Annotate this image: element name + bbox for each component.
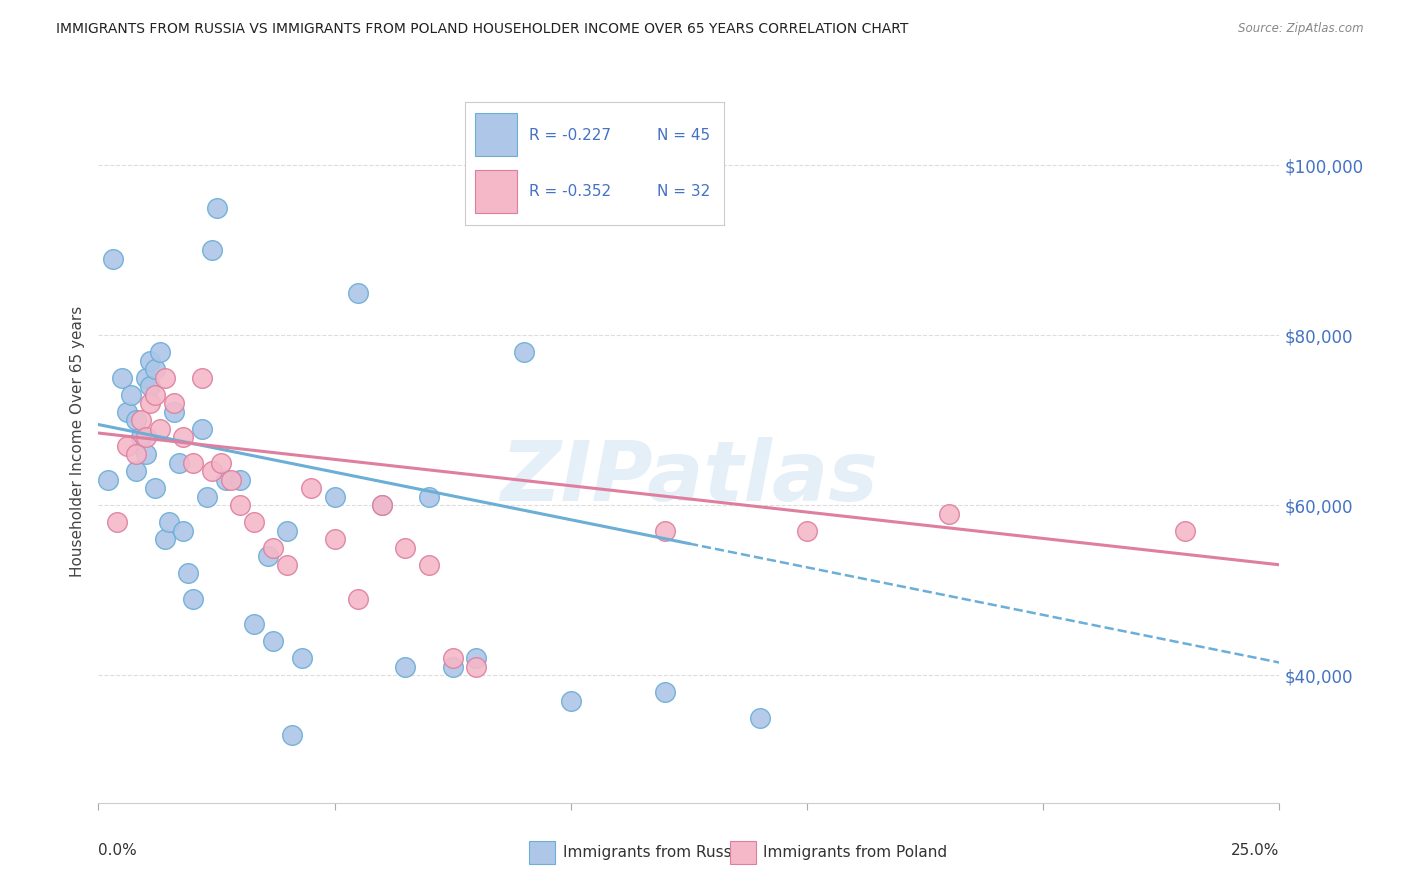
Point xyxy=(139,353,162,368)
Point xyxy=(441,660,464,674)
Text: ZIPatlas: ZIPatlas xyxy=(501,437,877,518)
Point xyxy=(163,405,186,419)
Text: Immigrants from Russia: Immigrants from Russia xyxy=(562,845,745,860)
Point xyxy=(139,379,162,393)
Point xyxy=(167,456,190,470)
Point xyxy=(796,524,818,538)
Point xyxy=(181,591,204,606)
Point xyxy=(229,473,252,487)
Point xyxy=(560,694,582,708)
Point xyxy=(512,345,534,359)
Point xyxy=(105,516,128,530)
Point xyxy=(938,507,960,521)
Point xyxy=(153,533,176,547)
Point xyxy=(281,728,304,742)
Point xyxy=(125,447,148,461)
Point xyxy=(172,524,194,538)
Point xyxy=(394,660,416,674)
Point xyxy=(153,371,176,385)
Point xyxy=(149,422,172,436)
Point xyxy=(219,473,242,487)
Point xyxy=(135,447,157,461)
Point xyxy=(276,558,298,572)
Point xyxy=(347,591,370,606)
Point xyxy=(748,711,770,725)
Point xyxy=(121,388,143,402)
Point xyxy=(1174,524,1197,538)
Point xyxy=(177,566,200,581)
Point xyxy=(139,396,162,410)
Point xyxy=(115,439,138,453)
Point xyxy=(262,634,284,648)
Point xyxy=(257,549,280,564)
Point xyxy=(394,541,416,555)
Point xyxy=(191,422,214,436)
Point xyxy=(323,533,346,547)
Point xyxy=(135,430,157,444)
Point xyxy=(143,388,166,402)
Point xyxy=(323,490,346,504)
Point xyxy=(418,490,440,504)
Point xyxy=(163,396,186,410)
Point xyxy=(101,252,124,266)
Point xyxy=(205,201,228,215)
Point xyxy=(195,490,218,504)
Point xyxy=(125,413,148,427)
Point xyxy=(262,541,284,555)
Point xyxy=(229,498,252,512)
Point xyxy=(276,524,298,538)
Point xyxy=(465,651,488,665)
Text: Immigrants from Poland: Immigrants from Poland xyxy=(763,845,948,860)
Text: 25.0%: 25.0% xyxy=(1232,843,1279,857)
Text: Source: ZipAtlas.com: Source: ZipAtlas.com xyxy=(1239,22,1364,36)
Point xyxy=(201,464,224,478)
Point xyxy=(299,481,322,495)
Y-axis label: Householder Income Over 65 years: Householder Income Over 65 years xyxy=(70,306,86,577)
Point xyxy=(181,456,204,470)
Point xyxy=(654,524,676,538)
FancyBboxPatch shape xyxy=(530,841,555,864)
Point xyxy=(215,473,238,487)
Point xyxy=(129,430,152,444)
Point xyxy=(465,660,488,674)
Point xyxy=(135,371,157,385)
Point xyxy=(201,244,224,258)
Point xyxy=(172,430,194,444)
Point xyxy=(418,558,440,572)
Text: 0.0%: 0.0% xyxy=(98,843,138,857)
Point xyxy=(371,498,394,512)
Point xyxy=(290,651,312,665)
Text: IMMIGRANTS FROM RUSSIA VS IMMIGRANTS FROM POLAND HOUSEHOLDER INCOME OVER 65 YEAR: IMMIGRANTS FROM RUSSIA VS IMMIGRANTS FRO… xyxy=(56,22,908,37)
FancyBboxPatch shape xyxy=(730,841,756,864)
Point xyxy=(371,498,394,512)
Point xyxy=(115,405,138,419)
Point xyxy=(129,413,152,427)
Point xyxy=(243,516,266,530)
Point xyxy=(157,516,180,530)
Point xyxy=(111,371,134,385)
Point xyxy=(209,456,232,470)
Point xyxy=(347,285,370,300)
Point xyxy=(441,651,464,665)
Point xyxy=(143,362,166,376)
Point xyxy=(191,371,214,385)
Point xyxy=(149,345,172,359)
Point xyxy=(125,464,148,478)
Point xyxy=(143,481,166,495)
Point xyxy=(97,473,120,487)
Point xyxy=(243,617,266,632)
Point xyxy=(654,685,676,699)
